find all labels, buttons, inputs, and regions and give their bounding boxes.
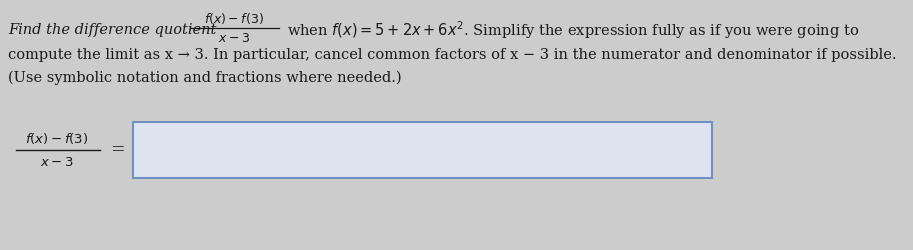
Text: $x-3$: $x-3$ <box>40 156 74 168</box>
Text: (Use symbolic notation and fractions where needed.): (Use symbolic notation and fractions whe… <box>8 71 402 85</box>
FancyBboxPatch shape <box>133 122 712 178</box>
Text: $f(x)-f(3)$: $f(x)-f(3)$ <box>26 130 89 146</box>
Text: when $f(x)=5+2x+6x^2$. Simplify the expression fully as if you were going to: when $f(x)=5+2x+6x^2$. Simplify the expr… <box>288 19 859 41</box>
Text: $f(x)-f(3)$: $f(x)-f(3)$ <box>205 10 264 26</box>
Text: =: = <box>110 142 125 158</box>
Text: $x-3$: $x-3$ <box>218 32 250 44</box>
Text: Find the difference quotient: Find the difference quotient <box>8 23 216 37</box>
Text: compute the limit as x → 3. In particular, cancel common factors of x − 3 in the: compute the limit as x → 3. In particula… <box>8 48 897 62</box>
